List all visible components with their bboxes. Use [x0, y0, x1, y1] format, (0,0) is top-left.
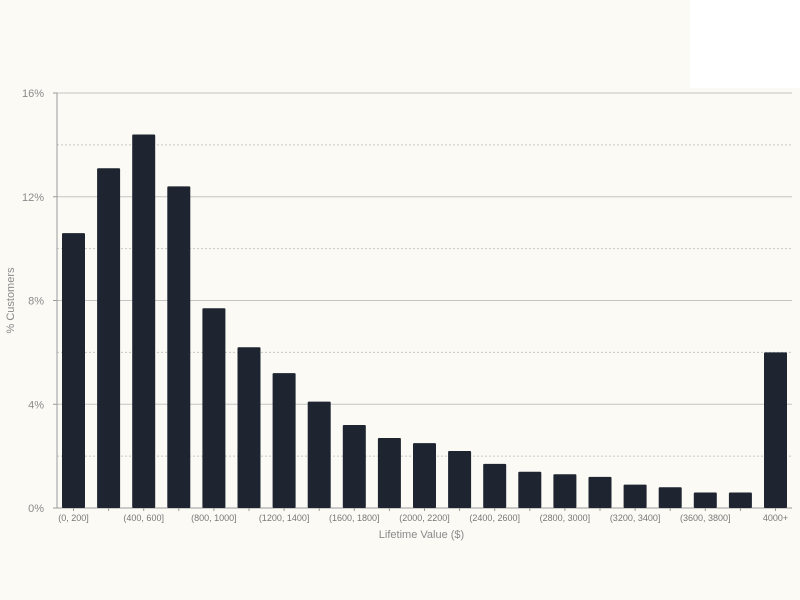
- bar: [307, 401, 331, 508]
- x-tick-label: (2400, 2600]: [469, 513, 520, 523]
- bar: [202, 308, 226, 508]
- x-tick-label: (3200, 3400]: [610, 513, 661, 523]
- y-tick-label: 16%: [22, 88, 44, 100]
- x-tick-label: (800, 1000]: [191, 513, 237, 523]
- blank-panel: [690, 0, 800, 88]
- y-tick-label: 4%: [28, 399, 44, 411]
- bar: [342, 425, 366, 508]
- x-tick-label: (1600, 1800]: [329, 513, 380, 523]
- bar: [483, 463, 507, 508]
- x-tick-label: (2800, 3000]: [540, 513, 591, 523]
- y-axis-ticks: 0% 4% 8% 12% 16%: [22, 88, 57, 515]
- x-tick-label: (400, 600]: [123, 513, 164, 523]
- bar: [518, 471, 542, 508]
- x-tick-label: (0, 200]: [58, 513, 89, 523]
- x-tick-label: (2000, 2200]: [399, 513, 450, 523]
- x-tick-label: (1200, 1400]: [259, 513, 310, 523]
- bar: [693, 492, 717, 508]
- x-tick-label: (3600, 3800]: [680, 513, 731, 523]
- bar: [237, 347, 261, 508]
- bar: [62, 233, 85, 508]
- bars: [62, 134, 787, 508]
- x-axis-label: Lifetime Value ($): [379, 529, 464, 541]
- bar: [97, 168, 121, 508]
- bar: [272, 373, 296, 508]
- bar: [764, 352, 787, 508]
- bar: [658, 487, 682, 508]
- bar: [623, 484, 647, 508]
- bar: [728, 492, 752, 508]
- bar: [413, 443, 436, 508]
- x-tick-label: 4000+: [763, 513, 788, 523]
- x-axis-ticks: (0, 200] (400, 600] (800, 1000] (1200, 1400…: [58, 508, 788, 523]
- y-tick-label: 12%: [22, 192, 44, 204]
- y-axis-label: % Customers: [5, 267, 17, 334]
- bar: [377, 437, 401, 508]
- bar: [132, 134, 156, 508]
- bar: [553, 474, 577, 508]
- bar: [167, 186, 191, 508]
- bar: [588, 476, 612, 508]
- bar: [448, 450, 472, 508]
- y-tick-label: 0%: [28, 503, 44, 515]
- y-tick-label: 8%: [28, 296, 44, 308]
